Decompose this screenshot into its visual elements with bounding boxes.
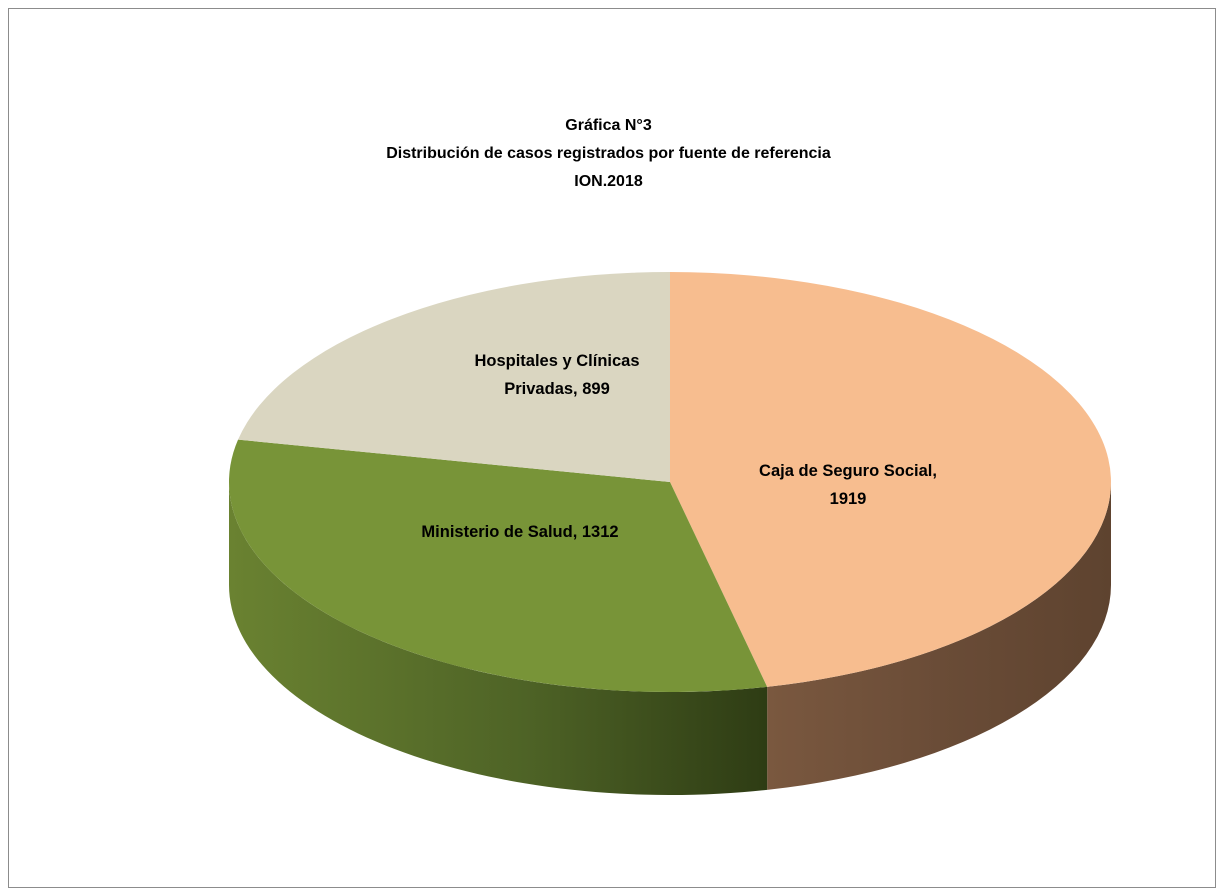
pie-side-ministerio-de-salud: [228, 482, 768, 795]
pie-slice-caja-de-seguro-social: [670, 272, 1111, 687]
chart-subtitle-year: ION.2018: [574, 173, 643, 190]
chart-title: Gráfica N°3: [565, 117, 652, 134]
data-label-hospitales-y-clinicas-privadas: Hospitales y Clínicas Privadas, 899: [474, 352, 639, 398]
pie-slice-ministerio-de-salud: [228, 439, 768, 692]
data-label-caja-de-seguro-social: Caja de Seguro Social, 1919: [759, 462, 937, 508]
pie-slice-hospitales-y-clinicas-privadas: [238, 272, 670, 482]
chart-subtitle: Distribución de casos registrados por fu…: [386, 145, 831, 162]
pie-side-caja-de-seguro-social: [767, 482, 1111, 790]
data-label-ministerio-de-salud: Ministerio de Salud, 1312: [421, 523, 618, 541]
